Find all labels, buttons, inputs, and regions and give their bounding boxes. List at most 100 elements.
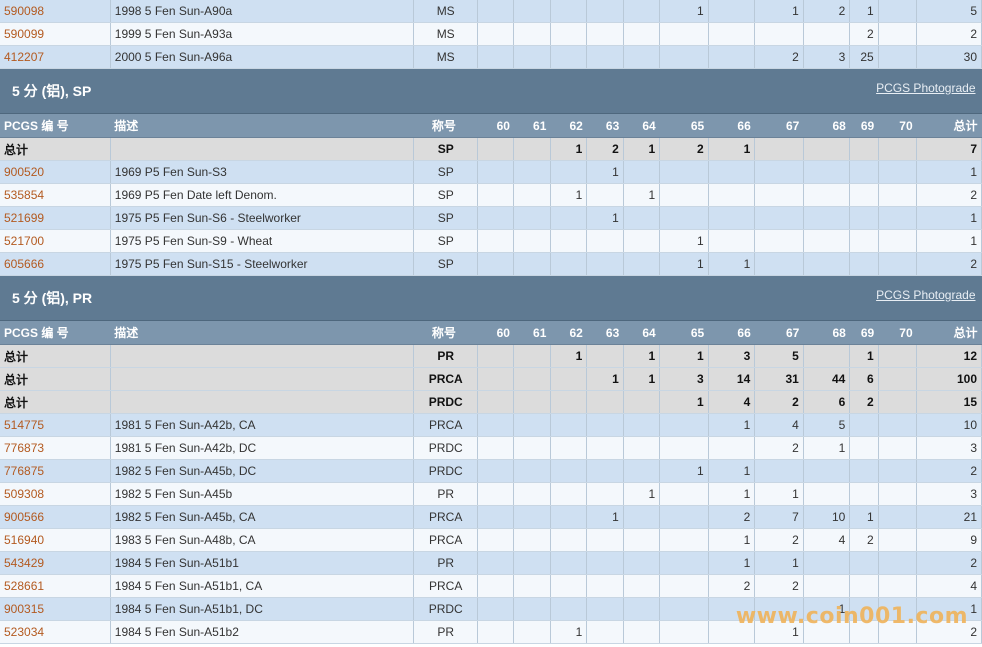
grade-count-cell	[477, 436, 515, 460]
pcgs-number-cell: 523034	[0, 620, 111, 644]
column-header-grade[interactable]: 62	[550, 320, 587, 345]
photograde-link[interactable]: PCGS Photograde	[876, 81, 976, 95]
column-header-grade[interactable]: 62	[550, 113, 587, 138]
column-header-grade[interactable]: 61	[513, 113, 551, 138]
grade-count-cell	[708, 22, 756, 46]
column-header-total[interactable]: 总计	[916, 320, 982, 345]
grade-count-cell	[513, 252, 551, 276]
pcgs-number-cell: 521700	[0, 229, 111, 253]
grade-count-cell: 1	[708, 413, 756, 437]
column-header-grade[interactable]: 60	[477, 320, 514, 345]
grade-count-cell: 25	[849, 45, 879, 69]
grade-count-cell	[513, 22, 551, 46]
column-header-grade[interactable]: 70	[878, 113, 917, 138]
grade-count-cell: 1	[659, 252, 709, 276]
pcgs-number-link[interactable]: 535854	[4, 188, 45, 202]
grade-count-cell	[659, 183, 709, 207]
total-count-cell: 2	[916, 620, 982, 644]
column-header-total[interactable]: 总计	[916, 113, 982, 138]
pcgs-number-link[interactable]: 776873	[4, 441, 45, 455]
pcgs-number-cell: 590099	[0, 22, 111, 46]
pcgs-number-link[interactable]: 528661	[4, 579, 45, 593]
grade-count-cell	[659, 551, 709, 575]
column-header-grade[interactable]: 66	[708, 320, 755, 345]
section-banner-cell: PCGS Photograde 5 分 (铝), PR	[0, 275, 982, 321]
grade-count-cell	[803, 160, 851, 184]
grade-count-cell	[803, 551, 851, 575]
pcgs-number-link[interactable]: 521700	[4, 234, 45, 248]
designation-cell: PR	[413, 482, 479, 506]
section-banner-cell: PCGS Photograde 5 分 (铝), SP	[0, 68, 982, 114]
column-header-grade[interactable]: 64	[623, 320, 660, 345]
column-header-grade[interactable]: 61	[513, 320, 551, 345]
column-header-description[interactable]: 描述	[110, 320, 414, 345]
pcgs-number-link[interactable]: 521699	[4, 211, 45, 225]
pcgs-number-link[interactable]: 516940	[4, 533, 45, 547]
grade-count-cell	[477, 45, 515, 69]
section-banner: PCGS Photograde 5 分 (铝), PR	[0, 275, 982, 321]
grade-count-cell	[623, 597, 661, 621]
pcgs-number-cell: 605666	[0, 252, 111, 276]
column-header-grade[interactable]: 70	[878, 320, 917, 345]
grade-count-cell	[586, 0, 624, 23]
pcgs-number-link[interactable]: 605666	[4, 257, 45, 271]
total-grade-count-cell	[849, 137, 879, 161]
column-header-grade[interactable]: 65	[659, 320, 709, 345]
table-row: 590098 1998 5 Fen Sun-A90a MS 1 1 2 1 5	[0, 0, 982, 23]
total-grade-count-cell: 5	[754, 344, 804, 368]
column-header-grade[interactable]: 68	[803, 113, 850, 138]
column-header-grade[interactable]: 63	[586, 113, 624, 138]
total-grade-count-cell	[477, 137, 515, 161]
total-count-cell: 21	[916, 505, 982, 529]
pcgs-number-link[interactable]: 776875	[4, 464, 45, 478]
pcgs-number-link[interactable]: 900315	[4, 602, 45, 616]
total-grade-count-cell	[550, 390, 588, 414]
total-count-cell: 3	[916, 482, 982, 506]
table-row: 521699 1975 P5 Fen Sun-S6 - Steelworker SP…	[0, 206, 982, 230]
grade-count-cell	[849, 436, 879, 460]
column-header-grade[interactable]: 64	[623, 113, 660, 138]
photograde-link[interactable]: PCGS Photograde	[876, 288, 976, 302]
column-header-grade[interactable]: 67	[754, 113, 804, 138]
pcgs-number-link[interactable]: 523034	[4, 625, 45, 639]
description-cell: 1998 5 Fen Sun-A90a	[110, 0, 415, 23]
grade-count-cell	[513, 528, 551, 552]
column-header-description[interactable]: 描述	[110, 113, 414, 138]
grade-count-cell: 2	[754, 45, 804, 69]
description-cell: 1975 P5 Fen Sun-S6 - Steelworker	[110, 206, 415, 230]
pcgs-number-link[interactable]: 514775	[4, 418, 45, 432]
column-header-grade[interactable]: 66	[708, 113, 755, 138]
grade-count-cell	[586, 459, 624, 483]
grade-count-cell	[513, 436, 551, 460]
column-header-pcgs-number[interactable]: PCGS 编 号	[0, 320, 111, 345]
pcgs-number-link[interactable]: 590098	[4, 4, 45, 18]
column-header-grade[interactable]: 67	[754, 320, 804, 345]
total-description-cell	[110, 367, 415, 391]
column-header-designation[interactable]: 称号	[413, 113, 478, 138]
pcgs-number-link[interactable]: 900520	[4, 165, 45, 179]
column-header-grade[interactable]: 69	[849, 320, 879, 345]
grade-count-cell	[550, 0, 588, 23]
grade-count-cell	[708, 620, 756, 644]
column-header-designation[interactable]: 称号	[413, 320, 478, 345]
column-header-grade[interactable]: 68	[803, 320, 850, 345]
pcgs-number-cell: 900566	[0, 505, 111, 529]
designation-cell: PR	[413, 620, 479, 644]
column-header-grade[interactable]: 65	[659, 113, 709, 138]
pcgs-number-link[interactable]: 412207	[4, 50, 45, 64]
column-header-pcgs-number[interactable]: PCGS 编 号	[0, 113, 111, 138]
total-grade-count-cell: 2	[849, 390, 879, 414]
grade-count-cell	[477, 413, 515, 437]
grade-count-cell	[477, 160, 515, 184]
designation-cell: PRCA	[413, 574, 479, 598]
pcgs-number-cell: 590098	[0, 0, 111, 23]
column-header-grade[interactable]: 63	[586, 320, 624, 345]
pcgs-number-link[interactable]: 543429	[4, 556, 45, 570]
pcgs-number-link[interactable]: 900566	[4, 510, 45, 524]
pcgs-number-link[interactable]: 509308	[4, 487, 45, 501]
column-header-grade[interactable]: 60	[477, 113, 514, 138]
description-cell: 1999 5 Fen Sun-A93a	[110, 22, 415, 46]
column-header-grade[interactable]: 69	[849, 113, 879, 138]
pcgs-number-link[interactable]: 590099	[4, 27, 45, 41]
total-grade-count-cell	[513, 137, 551, 161]
